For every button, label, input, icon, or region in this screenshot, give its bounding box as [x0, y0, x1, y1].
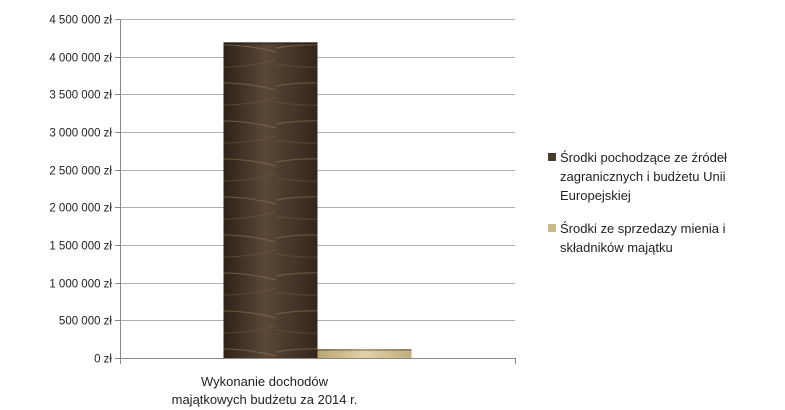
bar-chart: 0 zł 500 000 zł 1 000 000 zł 1 500 000 zł 2 …: [49, 15, 516, 407]
x-axis-category-label: Wykonanie dochodów majątkowych budżetu za…: [172, 374, 358, 407]
bar-body: [317, 348, 412, 358]
legend: Środki pochodzące ze źródeł zagranicznyc…: [548, 148, 780, 271]
bars: [223, 42, 412, 358]
x-category-label: Wykonanie dochodów majątkowych budżetu za…: [172, 374, 358, 407]
legend-item-foreign-eu-funds: Środki pochodzące ze źródeł zagranicznyc…: [548, 148, 780, 205]
legend-swatch-light: [548, 224, 556, 232]
bar-foreign-eu-funds: [223, 42, 318, 358]
y-tick-label: 1 500 000 zł: [49, 241, 112, 253]
y-tick-label: 3 500 000 zł: [49, 90, 112, 102]
bar-texture: [223, 42, 318, 358]
bar-top-edge: [317, 348, 412, 351]
y-tick-label: 500 000 zł: [59, 316, 113, 328]
bar-top-edge: [223, 42, 318, 45]
legend-label: Środki pochodzące ze źródeł zagranicznyc…: [560, 150, 727, 203]
y-tick-label: 0 zł: [94, 354, 112, 366]
legend-item-property-sale: Środki ze sprzedazy mienia i składników …: [548, 219, 780, 257]
bar-property-sale: [317, 348, 412, 358]
y-tick-label: 2 500 000 zł: [49, 166, 112, 178]
y-tick-label: 4 000 000 zł: [49, 53, 112, 65]
legend-label: Środki ze sprzedazy mienia i składników …: [560, 221, 726, 255]
y-tick-label: 2 000 000 zł: [49, 203, 112, 215]
y-tick-label: 1 000 000 zł: [49, 279, 112, 291]
legend-swatch-dark: [548, 153, 556, 161]
y-tick-label: 3 000 000 zł: [49, 128, 112, 140]
y-tick-label: 4 500 000 zł: [49, 15, 112, 27]
y-axis-ticks: 0 zł 500 000 zł 1 000 000 zł 1 500 000 zł 2 …: [49, 15, 120, 366]
axes: [120, 19, 516, 364]
